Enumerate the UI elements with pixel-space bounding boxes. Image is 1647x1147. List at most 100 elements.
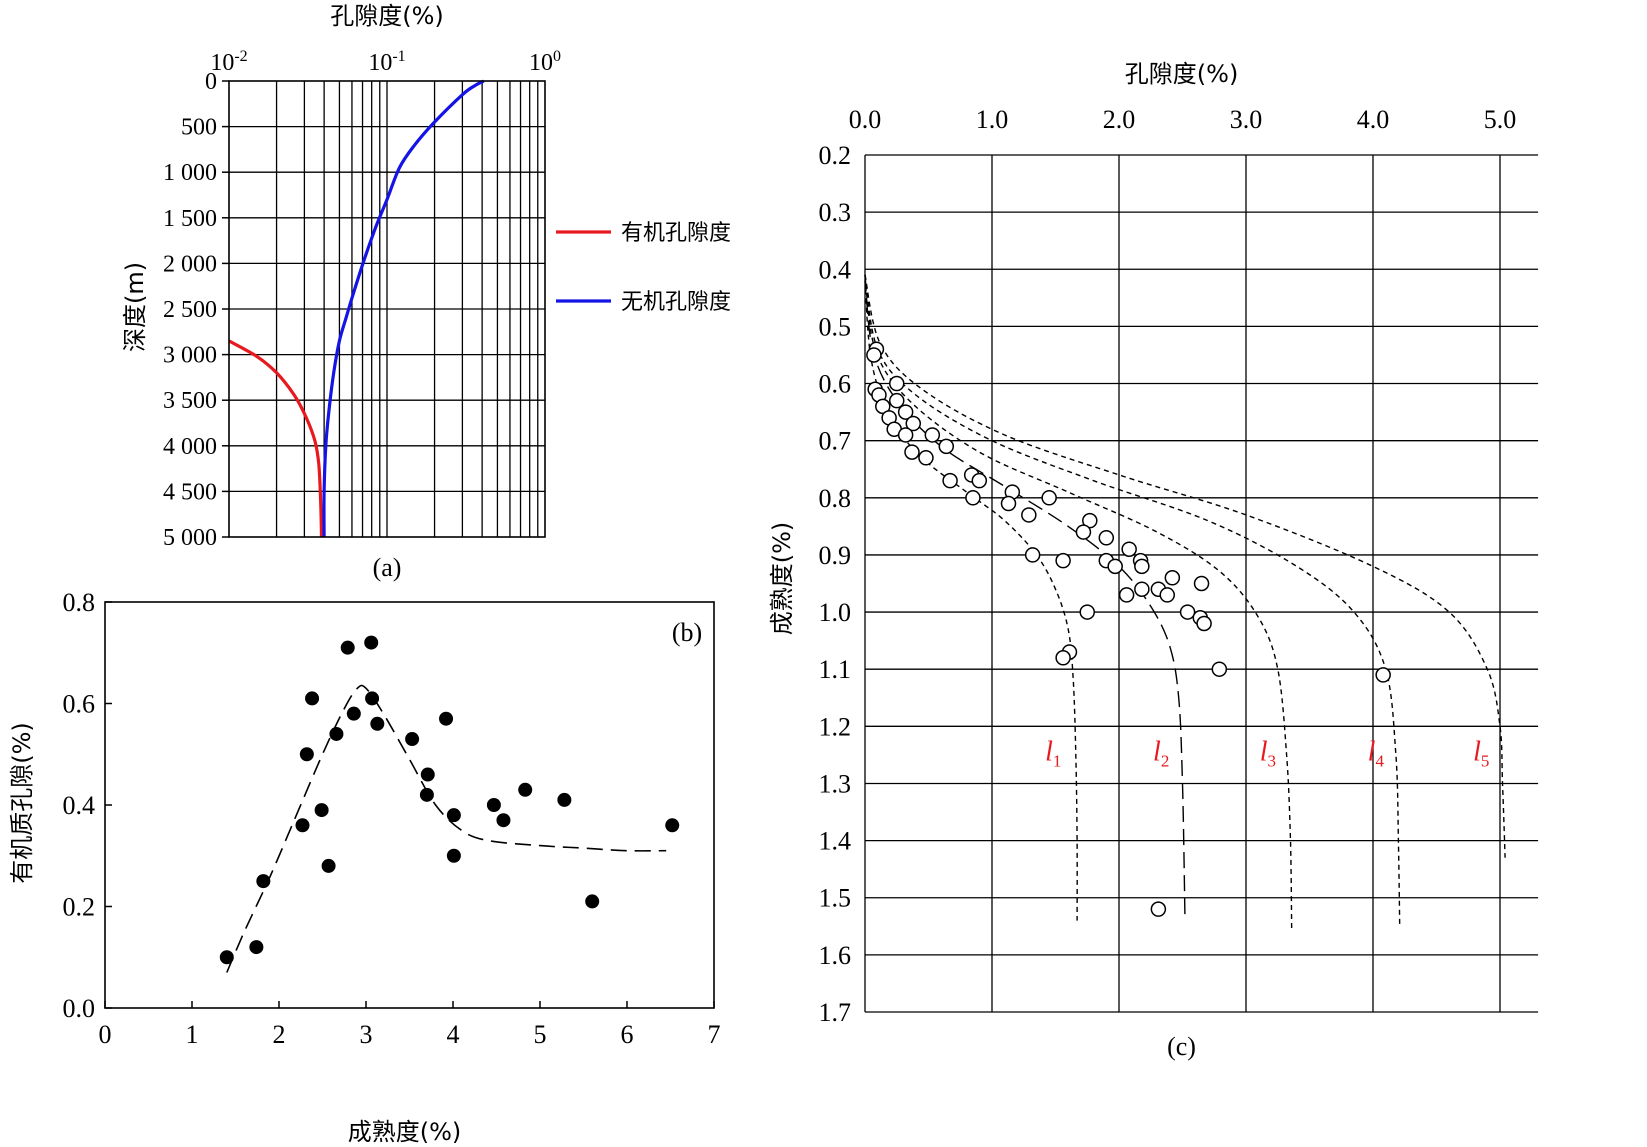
- x-tick-label: 1.0: [976, 105, 1009, 134]
- x-tick-label: 0.0: [849, 105, 882, 134]
- y-tick-label: 0.2: [63, 893, 96, 922]
- data-point: [918, 450, 934, 466]
- data-point: [256, 874, 271, 889]
- data-point: [1055, 650, 1071, 666]
- y-tick-label: 2 500: [163, 297, 217, 323]
- data-point: [889, 375, 905, 392]
- panel-b-y-axis-label: 有机质孔隙(%): [8, 722, 36, 884]
- x-tick-label: 100: [529, 48, 561, 76]
- data-point: [897, 404, 914, 420]
- data-point: [897, 427, 914, 443]
- data-point: [346, 706, 361, 721]
- y-tick-label: 0.6: [819, 370, 852, 399]
- data-point: [518, 782, 533, 797]
- panel-c-curve-labels: l1 l2 l3 l4 l5: [1045, 737, 1489, 771]
- y-tick-label: 1.2: [819, 712, 852, 741]
- y-tick-label: 2 000: [163, 251, 217, 277]
- data-point: [295, 818, 310, 833]
- y-tick-label: 1.1: [819, 655, 852, 684]
- data-point: [1107, 558, 1123, 575]
- panel-a-y-axis-label: 深度(m): [121, 262, 149, 352]
- data-point: [938, 438, 955, 455]
- data-point: [1375, 667, 1391, 683]
- data-point: [942, 472, 958, 489]
- data-point: [1150, 901, 1167, 917]
- data-point: [219, 950, 234, 965]
- y-tick-label: 0.3: [819, 198, 852, 227]
- y-tick-label: 1.3: [819, 769, 852, 798]
- data-point: [971, 472, 988, 489]
- x-tick-label: 6: [621, 1020, 634, 1049]
- data-point: [1041, 490, 1057, 506]
- model-curve: [864, 274, 1506, 858]
- x-tick-label: 10-2: [210, 48, 247, 76]
- series-line: [322, 79, 485, 538]
- data-point: [557, 792, 572, 807]
- x-tick-label: 7: [708, 1020, 721, 1049]
- data-point: [446, 848, 461, 863]
- panel-b-trend-line: [226, 684, 667, 973]
- model-curve: [864, 274, 1186, 921]
- data-point: [866, 347, 882, 363]
- data-point: [314, 803, 329, 818]
- data-point: [1196, 615, 1212, 632]
- data-point: [419, 787, 434, 802]
- x-tick-label: 3.0: [1230, 105, 1263, 134]
- legend-label: 有机孔隙度: [621, 221, 731, 246]
- y-tick-label: 0.2: [819, 141, 852, 170]
- y-tick-label: 0.8: [819, 484, 852, 513]
- panel-a-grid: [229, 81, 545, 537]
- data-point: [665, 818, 680, 833]
- panel-c-caption: (c): [1167, 1032, 1196, 1061]
- model-curve: [864, 274, 1401, 927]
- legend-label: 无机孔隙度: [621, 290, 731, 315]
- x-tick-label: 0: [99, 1020, 112, 1049]
- panel-c-grid: [864, 154, 1539, 1013]
- panel-a-title: 孔隙度(%): [330, 2, 444, 30]
- panel-a-ticks: 0 500 1 000 1 500 2 000 2 500 3 000 3 500 4 000 4…: [163, 48, 561, 551]
- panel-a: 0 500 1 000 1 500 2 000 2 500 3 000 3 500 4 000 4…: [121, 2, 731, 582]
- curve-label: l1: [1045, 737, 1061, 771]
- panel-c: 0.0 1.0 2.0 3.0 4.0 5.0 0.2 0.3 0.4 0.5 0.6 0.7 0.8 0…: [768, 60, 1539, 1061]
- y-tick-label: 1.7: [819, 998, 852, 1027]
- curve-label: l4: [1368, 737, 1385, 771]
- y-tick-label: 0.0: [63, 994, 96, 1023]
- data-point: [585, 894, 600, 909]
- panel-a-series: [228, 79, 485, 538]
- data-point: [1193, 575, 1210, 592]
- y-tick-label: 0.5: [819, 312, 852, 341]
- data-point: [1079, 604, 1095, 620]
- y-tick-label: 0.4: [63, 791, 96, 820]
- panel-b-ticks: 0 1 2 3 4 5 6 7 0.0 0.2 0.4 0.6 0.8: [63, 588, 721, 1049]
- curve-label: l5: [1473, 737, 1489, 771]
- data-point: [1075, 524, 1092, 540]
- data-point: [439, 711, 454, 726]
- y-tick-label: 0.4: [819, 255, 852, 284]
- y-tick-label: 1 500: [163, 206, 217, 232]
- data-point: [1118, 587, 1135, 603]
- data-point: [1159, 587, 1176, 603]
- panel-a-caption: (a): [373, 553, 402, 582]
- data-point: [1164, 570, 1181, 586]
- y-tick-label: 0.8: [63, 588, 96, 617]
- data-point: [1134, 558, 1150, 575]
- panel-b-frame: [104, 601, 715, 1009]
- data-point: [305, 691, 320, 706]
- y-tick-label: 1.0: [819, 598, 852, 627]
- panel-c-ticks: 0.0 1.0 2.0 3.0 4.0 5.0 0.2 0.3 0.4 0.5 0.6 0.7 0.8 0…: [819, 105, 1517, 1027]
- data-point: [329, 726, 344, 741]
- y-tick-label: 4 500: [163, 479, 217, 505]
- data-point: [486, 798, 501, 812]
- data-point: [370, 716, 385, 731]
- y-tick-label: 0.7: [819, 427, 852, 456]
- x-tick-label: 2: [273, 1020, 286, 1049]
- curve-label: l3: [1260, 737, 1276, 771]
- panel-b-x-axis-label: 成熟度(%): [348, 1118, 462, 1146]
- data-point: [365, 691, 380, 706]
- x-tick-label: 3: [360, 1020, 373, 1049]
- panel-c-curves: [864, 274, 1506, 933]
- data-point: [889, 392, 905, 409]
- data-point: [364, 635, 379, 650]
